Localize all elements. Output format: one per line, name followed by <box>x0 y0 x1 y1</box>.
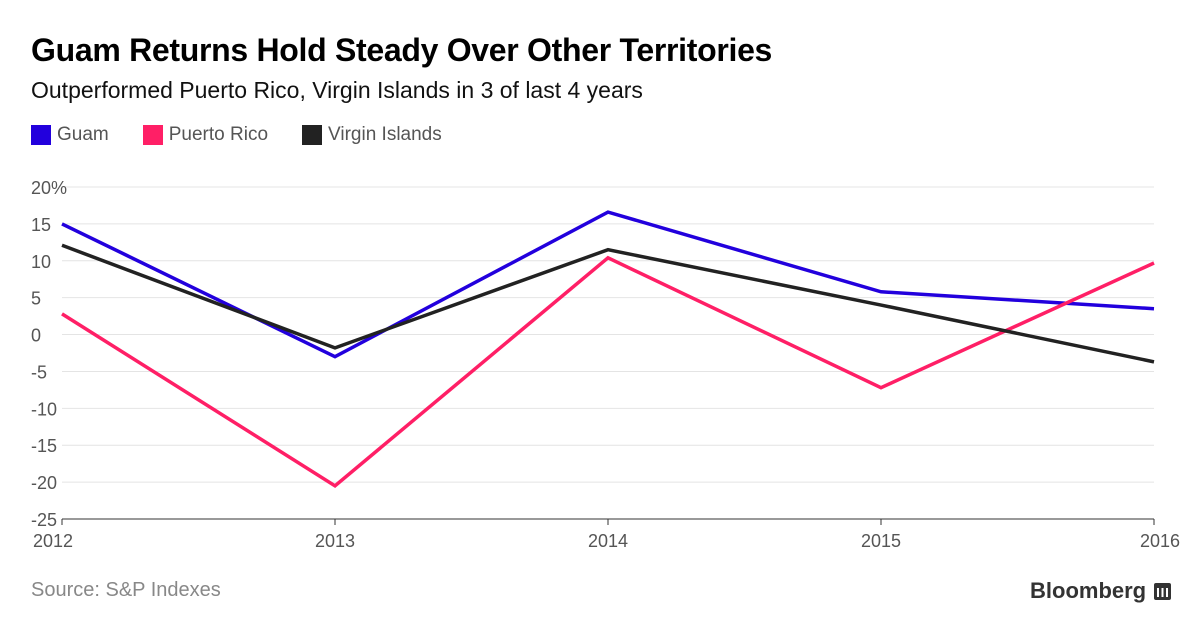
chart-title: Guam Returns Hold Steady Over Other Terr… <box>31 32 773 68</box>
x-tick-label: 2013 <box>315 531 355 551</box>
x-tick-label: 2014 <box>588 531 628 551</box>
legend-item-guam: Guam <box>31 124 109 146</box>
legend-swatch <box>142 125 163 145</box>
legend-swatch <box>302 125 323 145</box>
legend-swatch <box>31 125 51 145</box>
x-tick-label: 2012 <box>33 531 73 551</box>
legend-item-puerto-rico: Puerto Rico <box>142 124 269 146</box>
legend-item-virgin-islands: Virgin Islands <box>302 124 442 146</box>
bloomberg-chart-icon <box>1154 582 1172 600</box>
y-tick-label: 15 <box>31 215 51 235</box>
y-tick-label: 10 <box>31 252 51 272</box>
x-tick-label: 2016 <box>1140 531 1180 551</box>
bloomberg-logo: Bloomberg <box>1030 578 1172 604</box>
y-tick-label: 20% <box>31 178 67 198</box>
chart-subtitle: Outperformed Puerto Rico, Virgin Islands… <box>31 77 643 103</box>
legend-label: Puerto Rico <box>168 124 269 145</box>
legend-label: Guam <box>57 124 109 145</box>
legend-label: Virgin Islands <box>328 124 442 145</box>
y-tick-label: 5 <box>31 289 41 309</box>
series-line-virgin-islands <box>61 243 1155 364</box>
y-tick-label: -5 <box>31 362 47 382</box>
y-tick-label: -10 <box>31 399 57 419</box>
legend: Guam Puerto Rico Virgin Islands <box>31 124 476 146</box>
x-tick-label: 2015 <box>861 531 901 551</box>
y-tick-label: -15 <box>31 436 57 456</box>
source-note: Source: S&P Indexes <box>31 579 221 601</box>
y-tick-label: 0 <box>31 326 41 346</box>
y-tick-label: -20 <box>31 473 57 493</box>
brand-name: Bloomberg <box>1030 578 1147 603</box>
series-line-puerto-rico <box>61 255 1155 488</box>
y-tick-label: -25 <box>31 510 57 530</box>
